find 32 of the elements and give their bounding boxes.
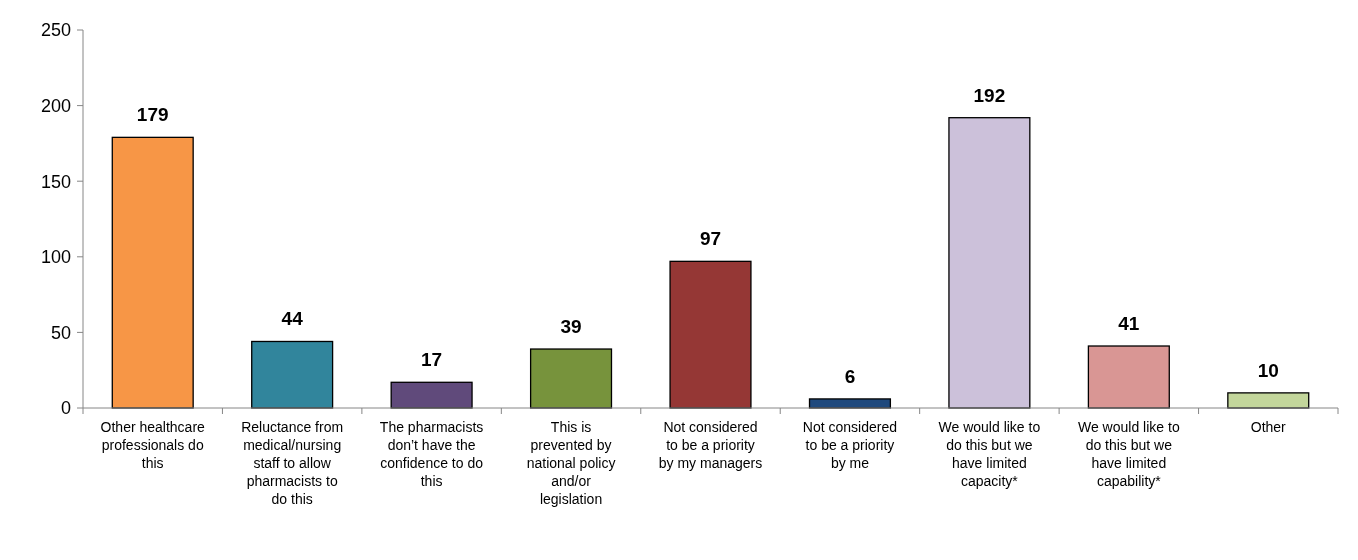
data-label: 39 — [560, 316, 582, 338]
bar — [1227, 392, 1310, 409]
bar — [669, 260, 752, 409]
y-tick-label: 150 — [40, 171, 71, 192]
data-label: 192 — [973, 84, 1006, 106]
y-tick-label: 250 — [40, 20, 71, 41]
y-tick-label: 50 — [50, 322, 71, 343]
data-label: 41 — [1118, 313, 1140, 335]
data-label: 97 — [699, 228, 722, 250]
bar — [1087, 345, 1170, 409]
bar — [948, 117, 1031, 409]
x-tick-label: We would like to do this but we have limited capacity* — [938, 419, 1041, 489]
x-tick-label: Not considered to be a priority by my managers — [658, 419, 763, 471]
x-tick-label: Not considered to be a priority by me — [802, 419, 898, 471]
x-tick-label: Other — [1250, 419, 1287, 435]
bar — [390, 381, 473, 409]
data-label: 17 — [421, 349, 443, 371]
bar — [111, 136, 194, 409]
y-tick-label: 100 — [40, 247, 71, 268]
x-tick-label: Other healthcare professionals do this — [100, 419, 206, 471]
bar — [251, 340, 334, 409]
y-tick-label: 0 — [60, 398, 71, 419]
x-tick-label: Reluctance from medical/nursing staff to allow pharmacists to do this — [241, 419, 344, 507]
x-tick-label: The pharmacists don’t have the confidence to do this — [379, 419, 484, 489]
y-tick-label: 200 — [40, 95, 71, 116]
x-tick-label: This is prevented by national policy and/or legislation — [526, 419, 616, 507]
x-tick-label: We would like to do this but we have limited capability* — [1077, 419, 1180, 489]
data-label: 44 — [281, 308, 304, 330]
data-label: 10 — [1257, 359, 1279, 381]
bar — [529, 348, 613, 409]
data-label: 6 — [844, 365, 856, 387]
data-label: 179 — [136, 104, 169, 126]
